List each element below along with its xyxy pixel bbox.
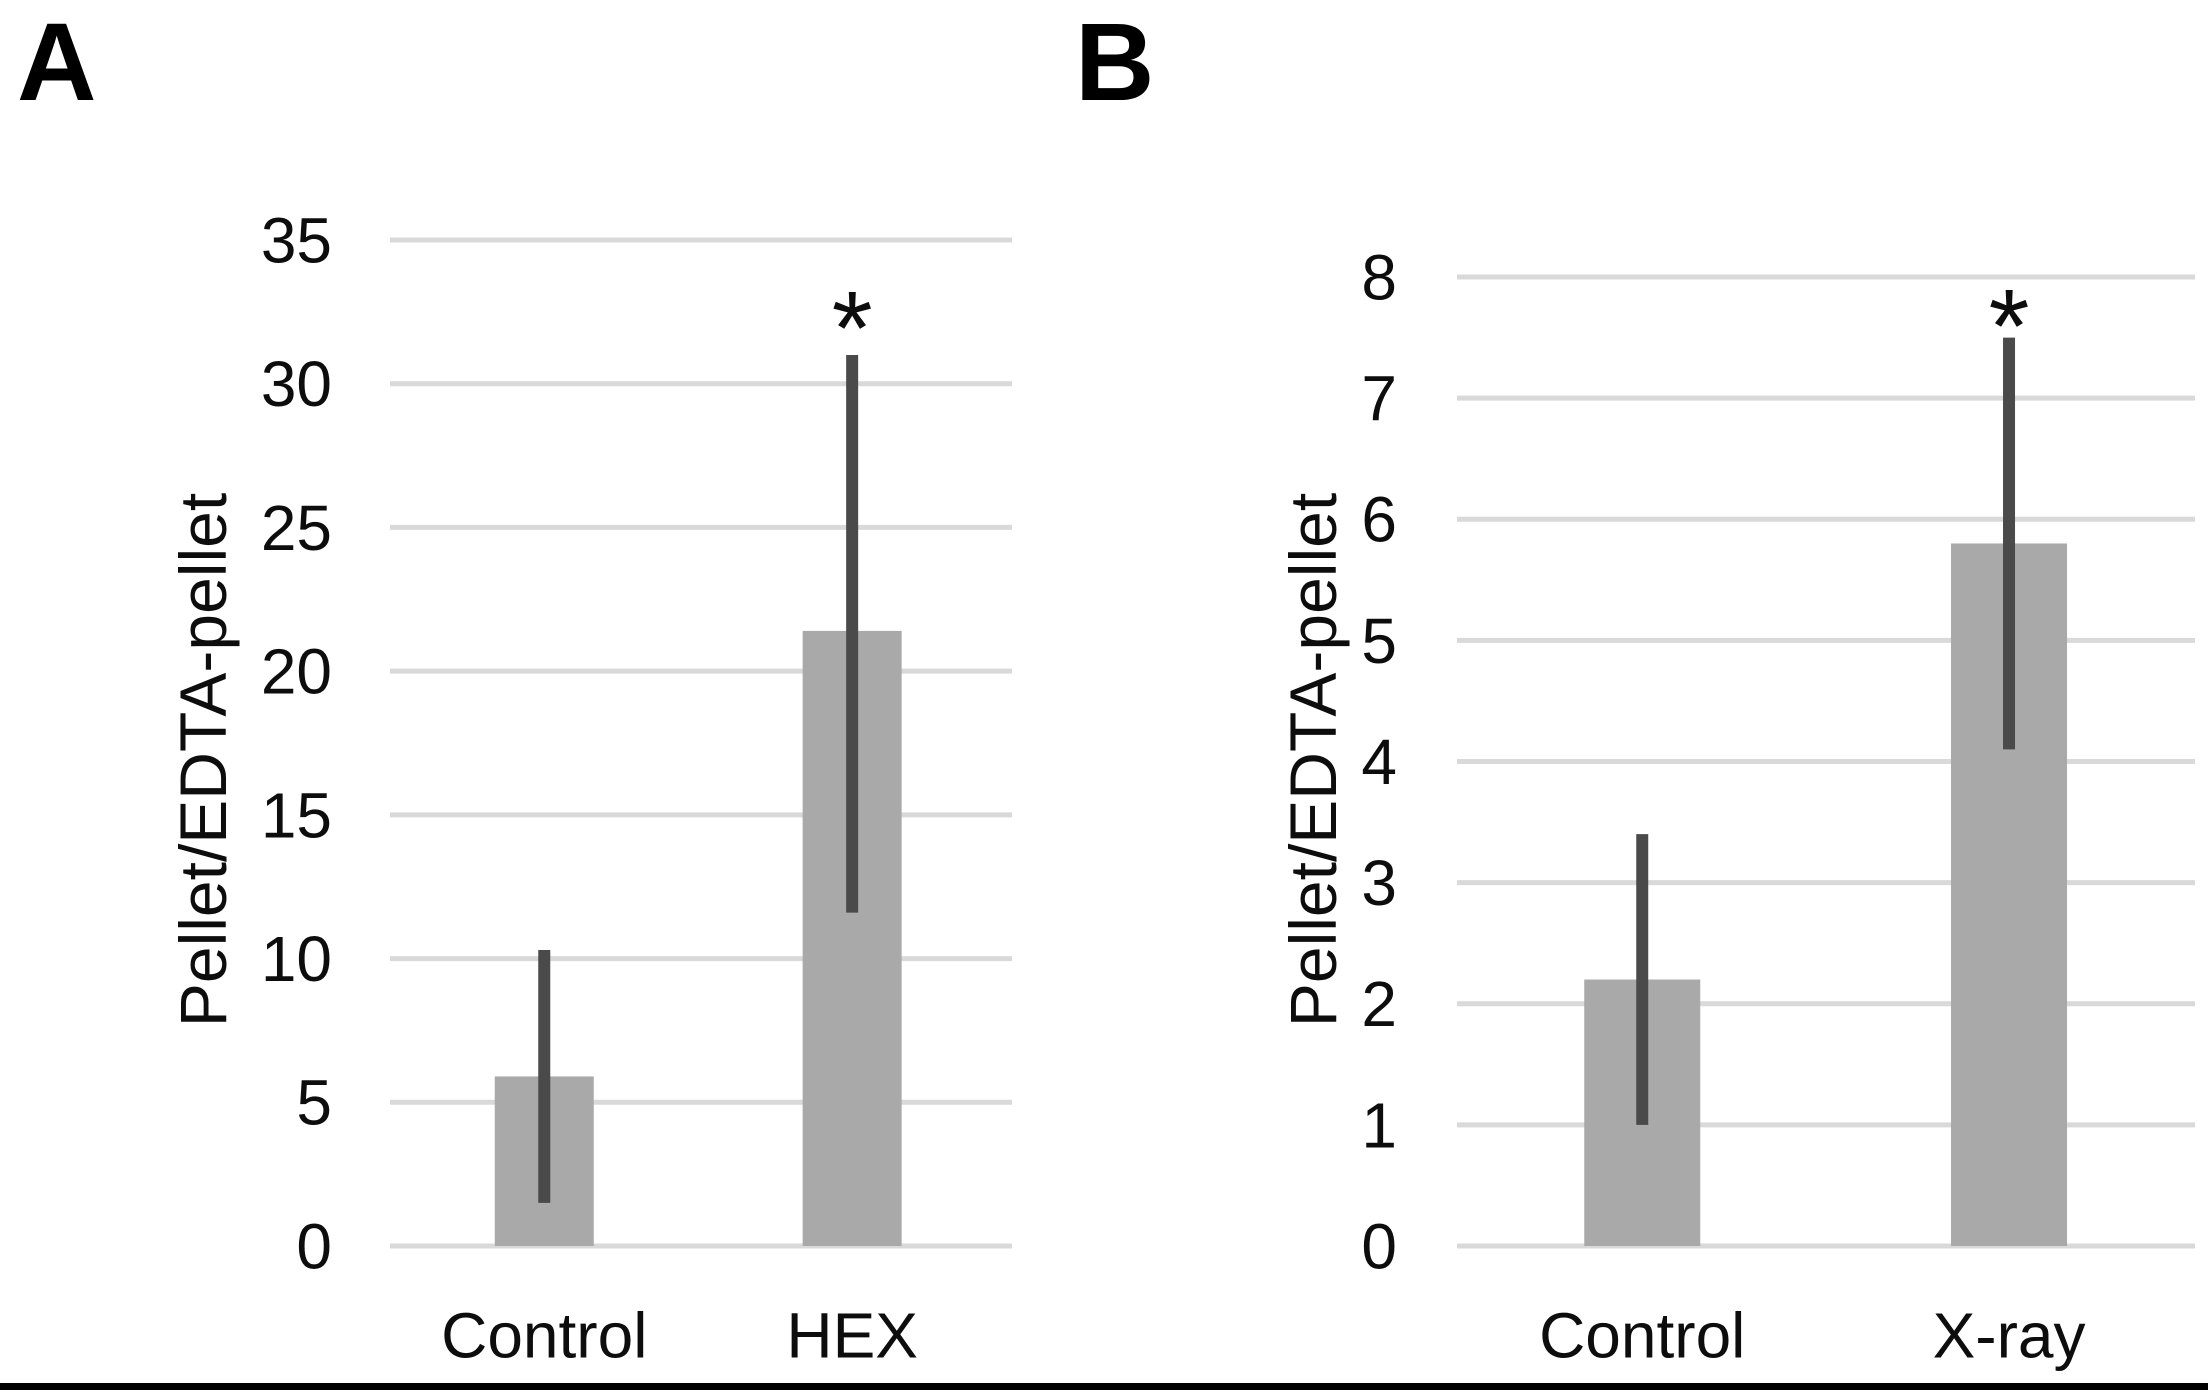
y-tick-label: 7 xyxy=(1361,363,1397,435)
x-axis-label-hex: HEX xyxy=(786,1299,918,1371)
significance-asterisk: * xyxy=(832,270,873,387)
panel-a-letter: A xyxy=(17,1,97,124)
y-tick-label: 5 xyxy=(1361,605,1397,677)
y-tick-label: 15 xyxy=(261,779,332,851)
y-tick-label: 30 xyxy=(261,348,332,420)
panel-a: 0 5 10 15 20 25 30 35 Pellet/EDTA-pellet Control *… xyxy=(166,204,1012,1371)
y-tick-label: 5 xyxy=(296,1067,332,1139)
y-tick-label: 20 xyxy=(261,636,332,708)
y-tick-label: 0 xyxy=(296,1210,332,1282)
y-axis-title: Pellet/EDTA-pellet xyxy=(1276,493,1350,1027)
y-tick-label: 6 xyxy=(1361,484,1397,556)
y-tick-label: 35 xyxy=(261,204,332,276)
figure-bottom-border xyxy=(0,1383,2208,1390)
x-axis-label-x-ray: X-ray xyxy=(1933,1299,2086,1371)
y-tick-label: 3 xyxy=(1361,847,1397,919)
y-tick-label: 25 xyxy=(261,492,332,564)
x-axis-label-control: Control xyxy=(1539,1299,1745,1371)
y-tick-label: 1 xyxy=(1361,1089,1397,1161)
y-axis-title: Pellet/EDTA-pellet xyxy=(166,493,240,1027)
panel-b-letter: B xyxy=(1075,1,1155,124)
y-tick-label: 2 xyxy=(1361,968,1397,1040)
y-tick-label: 10 xyxy=(261,923,332,995)
y-tick-label: 8 xyxy=(1361,241,1397,313)
y-tick-label: 4 xyxy=(1361,726,1397,798)
panel-b: 0 1 2 3 4 5 6 7 8 Pellet/EDTA-pellet Control * X-ray xyxy=(1276,241,2195,1371)
significance-asterisk: * xyxy=(1989,268,2030,385)
x-axis-label-control: Control xyxy=(441,1299,647,1371)
y-tick-label: 0 xyxy=(1361,1210,1397,1282)
